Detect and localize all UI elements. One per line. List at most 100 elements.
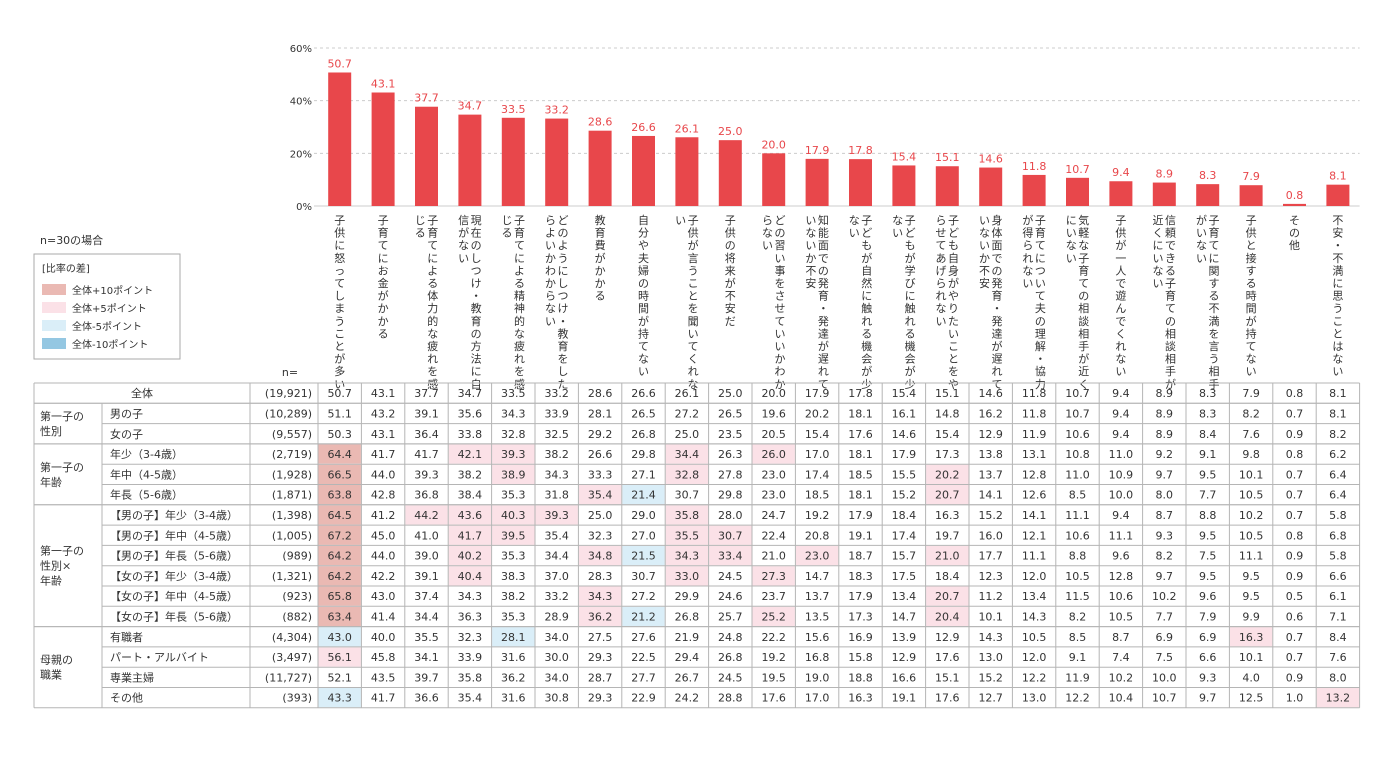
svg-text:ら: ら (936, 214, 947, 227)
table-cell: 17.7 (978, 550, 1003, 563)
svg-text:っ: っ (334, 264, 345, 277)
svg-text:疲: 疲 (427, 339, 438, 353)
table-cell: 19.5 (761, 671, 786, 684)
svg-text:持: 持 (1246, 326, 1257, 340)
table-cell: 28.7 (588, 671, 613, 684)
svg-text:夫: 夫 (638, 252, 649, 265)
cell-highlight (665, 444, 709, 464)
table-cell: 21.0 (761, 550, 786, 563)
table-cell: 7.5 (1199, 550, 1217, 563)
cell-highlight (318, 606, 361, 627)
table-cell: 37.4 (414, 590, 439, 603)
table-cell: 35.8 (675, 509, 700, 522)
table-cell: 8.2 (1069, 610, 1087, 623)
bar-value-label: 8.1 (1329, 170, 1347, 183)
table-cell: 7.6 (1329, 651, 1347, 664)
cell-highlight (318, 647, 361, 667)
svg-text:け: け (471, 277, 482, 290)
svg-text:が: が (1115, 238, 1126, 252)
svg-text:身: 身 (991, 213, 1002, 227)
table-cell: 35.8 (458, 671, 483, 684)
table-cell: 15.4 (935, 428, 960, 441)
table-cell: 20.8 (805, 529, 830, 542)
table-cell: 30.0 (544, 651, 569, 664)
table-cell: 19.2 (805, 509, 830, 522)
legend-swatch (42, 320, 66, 331)
bar-value-label: 33.2 (544, 104, 569, 117)
table-cell: 0.8 (1286, 387, 1304, 400)
svg-text:子: 子 (334, 214, 345, 227)
svg-text:ら: ら (545, 214, 556, 227)
row-label: 【女の子】年中（4-5歳） (110, 589, 238, 603)
svg-text:・: ・ (1332, 239, 1343, 252)
svg-text:い: い (774, 327, 785, 340)
svg-text:る: る (1165, 264, 1176, 277)
svg-text:も: も (905, 239, 916, 252)
svg-text:を: を (557, 353, 568, 366)
cell-highlight (448, 505, 492, 525)
table-cell: 30.8 (544, 692, 569, 705)
svg-text:る: る (514, 277, 525, 290)
table-cell: 16.3 (848, 692, 873, 705)
table-cell: 23.7 (761, 590, 786, 603)
table-cell: 8.4 (1199, 428, 1217, 441)
table-cell: 10.1 (978, 610, 1003, 623)
row-n: (393) (282, 692, 312, 705)
svg-text:で: で (991, 252, 1002, 265)
table-cell: 26.6 (588, 448, 613, 461)
svg-text:こ: こ (1332, 315, 1343, 328)
table-cell: 39.7 (414, 671, 439, 684)
svg-text:が: が (1022, 213, 1033, 227)
table-cell: 12.8 (1109, 570, 1134, 583)
table-cell: 36.8 (414, 489, 439, 502)
table-cell: 0.7 (1286, 489, 1304, 502)
svg-text:き: き (1165, 252, 1176, 265)
svg-text:も: も (948, 239, 959, 252)
svg-text:機: 機 (861, 339, 872, 353)
svg-text:せ: せ (774, 302, 785, 315)
table-cell: 8.5 (1069, 631, 1087, 644)
table-cell: 29.3 (588, 692, 613, 705)
svg-text:的: 的 (427, 314, 438, 328)
table-cell: 35.5 (414, 631, 439, 644)
svg-text:力: 力 (1035, 378, 1046, 391)
svg-text:解: 解 (1035, 339, 1046, 353)
table-cell: 52.1 (327, 671, 352, 684)
svg-text:い: い (334, 378, 345, 391)
svg-text:供: 供 (725, 226, 736, 240)
cell-highlight (1316, 688, 1360, 708)
legend-title: [比率の差] (42, 262, 90, 275)
svg-text:い: い (1022, 277, 1033, 290)
table-cell: 17.4 (805, 468, 830, 481)
table-cell: 9.5 (1199, 529, 1217, 542)
cell-highlight (318, 627, 361, 647)
bar (675, 137, 699, 206)
table-cell: 12.7 (978, 692, 1003, 705)
svg-text:る: る (1208, 290, 1219, 303)
bar (935, 166, 959, 206)
cell-highlight (622, 545, 665, 566)
table-cell: 8.0 (1329, 671, 1347, 684)
svg-text:相: 相 (1208, 365, 1219, 378)
bar-value-label: 9.4 (1112, 166, 1130, 179)
svg-text:う: う (334, 315, 345, 328)
svg-text:子: 子 (725, 214, 736, 227)
row-n: (923) (282, 590, 312, 603)
bar (805, 158, 829, 206)
svg-text:教: 教 (471, 302, 482, 315)
svg-text:に: に (514, 252, 525, 265)
svg-text:こ: こ (688, 277, 699, 290)
cell-highlight (318, 545, 361, 566)
table-cell: 19.0 (805, 671, 830, 684)
cell-highlight (318, 505, 361, 525)
table-cell: 30.7 (675, 489, 700, 502)
svg-text:な: な (1246, 353, 1257, 366)
table-cell: 35.4 (588, 489, 613, 502)
svg-text:わ: わ (545, 264, 556, 277)
svg-text:て: て (1035, 290, 1046, 303)
table-cell: 10.0 (1109, 489, 1134, 502)
table-cell: 21.2 (631, 610, 656, 623)
